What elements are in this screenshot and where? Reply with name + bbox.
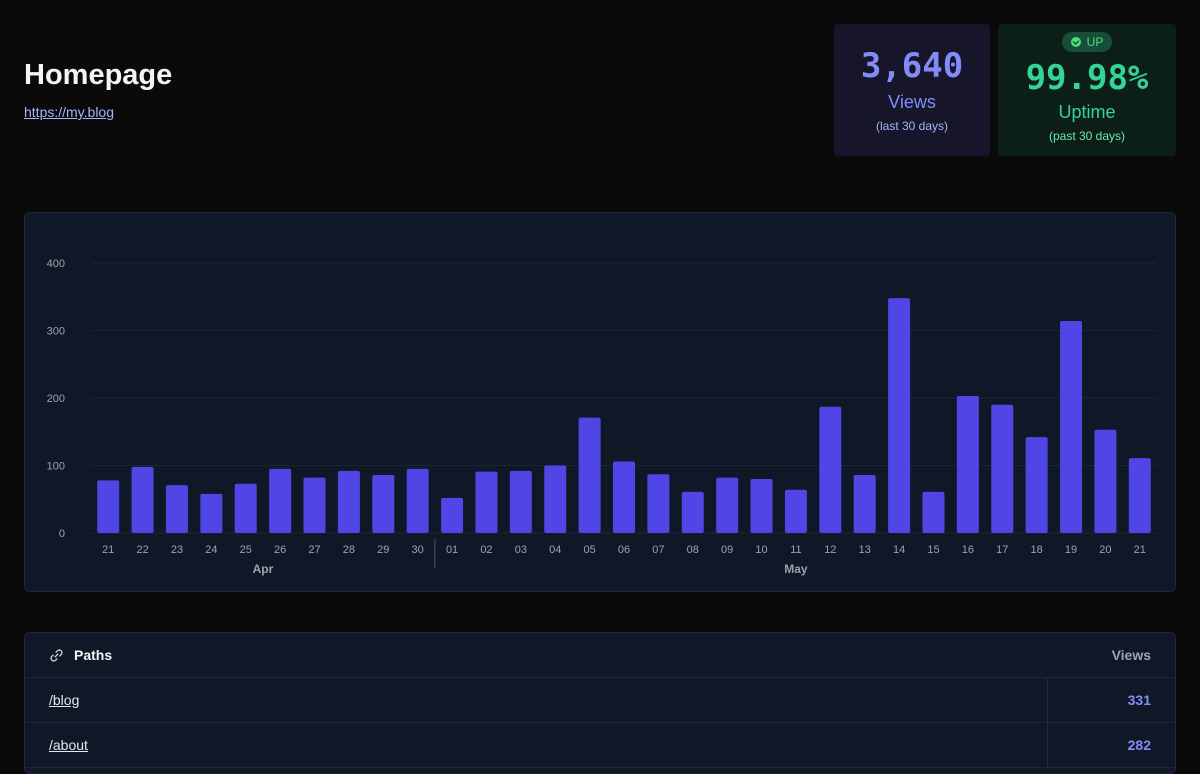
- chart-bar: [819, 406, 842, 533]
- x-tick-label: 15: [927, 544, 939, 556]
- x-tick-label: 04: [549, 544, 561, 556]
- chart-bar: [578, 417, 601, 533]
- x-tick-label: 01: [446, 544, 458, 556]
- uptime-card: UP 99.98% Uptime (past 30 days): [998, 24, 1176, 156]
- views-period: (last 30 days): [875, 119, 949, 133]
- x-tick-label: 29: [377, 544, 389, 556]
- x-tick-label: 03: [515, 544, 527, 556]
- site-url-link[interactable]: https://my.blog: [24, 104, 115, 120]
- x-tick-label: 07: [652, 544, 664, 556]
- chart-bar: [337, 470, 360, 533]
- chart-bar: [750, 479, 773, 533]
- chart-bar: [269, 468, 292, 533]
- uptime-label: Uptime: [1058, 102, 1116, 122]
- y-tick-label: 0: [59, 528, 65, 540]
- status-badge: UP: [1061, 32, 1113, 52]
- paths-views-header: Views: [1111, 647, 1151, 663]
- x-tick-label: 27: [308, 544, 320, 556]
- chart-bar: [991, 404, 1014, 533]
- views-label: Views: [888, 92, 936, 112]
- x-tick-label: 20: [1099, 544, 1111, 556]
- month-label: Apr: [253, 562, 274, 576]
- path-views: 282: [1047, 723, 1175, 767]
- chart-bar: [441, 497, 464, 533]
- x-tick-label: 28: [343, 544, 355, 556]
- y-tick-label: 100: [47, 461, 65, 473]
- x-tick-label: 06: [618, 544, 630, 556]
- chart-bar: [303, 477, 326, 533]
- x-tick-label: 13: [859, 544, 871, 556]
- x-tick-label: 23: [171, 544, 183, 556]
- path-link[interactable]: /blog: [49, 692, 80, 708]
- x-tick-label: 25: [240, 544, 252, 556]
- x-tick-label: 14: [893, 544, 905, 556]
- chart-bar: [97, 480, 120, 533]
- x-tick-label: 12: [824, 544, 836, 556]
- views-chart-panel: 0 100 200 300 400 21 22 23 24 25 26 27 28 29 30 01 02 03 0…: [24, 212, 1176, 592]
- chart-bar: [131, 466, 154, 533]
- y-tick-label: 300: [47, 326, 65, 338]
- status-badge-label: UP: [1086, 35, 1104, 49]
- x-tick-label: 21: [1134, 544, 1146, 556]
- paths-panel: Paths Views /blog 331 /about 282: [24, 632, 1176, 774]
- chart-bar: [784, 489, 807, 533]
- x-tick-label: 05: [583, 544, 595, 556]
- chart-bar: [716, 477, 739, 533]
- views-bar-chart: 0 100 200 300 400 21 22 23 24 25 26 27 28 29 30 01 02 03 0…: [47, 258, 1157, 576]
- y-tick-label: 200: [47, 393, 65, 405]
- y-tick-label: 400: [47, 258, 65, 270]
- x-tick-label: 02: [480, 544, 492, 556]
- chart-bar: [234, 483, 257, 533]
- x-tick-label: 17: [996, 544, 1008, 556]
- uptime-percent: 99.98%: [1025, 58, 1149, 98]
- x-tick-label: 11: [790, 544, 801, 556]
- x-tick-label: 18: [1031, 544, 1043, 556]
- chart-bar: [888, 298, 911, 533]
- table-row: /about 282: [25, 723, 1175, 768]
- x-tick-label: 19: [1065, 544, 1077, 556]
- page-header: Homepage https://my.blog: [24, 58, 172, 122]
- chart-bar: [1094, 429, 1117, 533]
- chart-bar: [1025, 437, 1048, 533]
- x-tick-label: 26: [274, 544, 286, 556]
- paths-header: Paths Views: [25, 633, 1175, 678]
- table-row: /blog 331: [25, 678, 1175, 723]
- x-tick-label: 21: [102, 544, 114, 556]
- views-card: 3,640 Views (last 30 days): [834, 24, 990, 156]
- x-tick-label: 10: [755, 544, 767, 556]
- path-views: 331: [1047, 678, 1175, 722]
- x-tick-label: 30: [412, 544, 424, 556]
- check-circle-icon: [1070, 37, 1081, 47]
- month-label: May: [784, 562, 808, 576]
- x-tick-label: 24: [205, 544, 217, 556]
- chart-bar: [200, 493, 223, 533]
- path-link[interactable]: /about: [49, 737, 88, 753]
- page-title: Homepage: [24, 59, 173, 91]
- chart-bar: [681, 491, 704, 533]
- paths-title: Paths: [74, 647, 113, 663]
- uptime-period: (past 30 days): [1048, 129, 1126, 143]
- x-tick-label: 09: [721, 544, 733, 556]
- chart-bar: [372, 474, 395, 533]
- chart-bar: [956, 395, 979, 533]
- chart-bar: [544, 465, 567, 533]
- chart-bar: [406, 468, 429, 533]
- x-tick-label: 08: [687, 544, 699, 556]
- chart-bar: [475, 471, 498, 533]
- chart-bar: [647, 474, 670, 533]
- chart-bar: [853, 474, 876, 533]
- chart-bar: [165, 485, 188, 533]
- views-count: 3,640: [860, 46, 964, 86]
- chart-bar: [922, 491, 945, 533]
- chart-bar: [509, 470, 532, 533]
- x-tick-label: 16: [962, 544, 974, 556]
- chart-bar: [1060, 321, 1083, 533]
- link-icon: [50, 648, 63, 662]
- chart-bar: [613, 461, 635, 533]
- x-tick-label: 22: [136, 544, 148, 556]
- chart-bar: [1128, 458, 1151, 533]
